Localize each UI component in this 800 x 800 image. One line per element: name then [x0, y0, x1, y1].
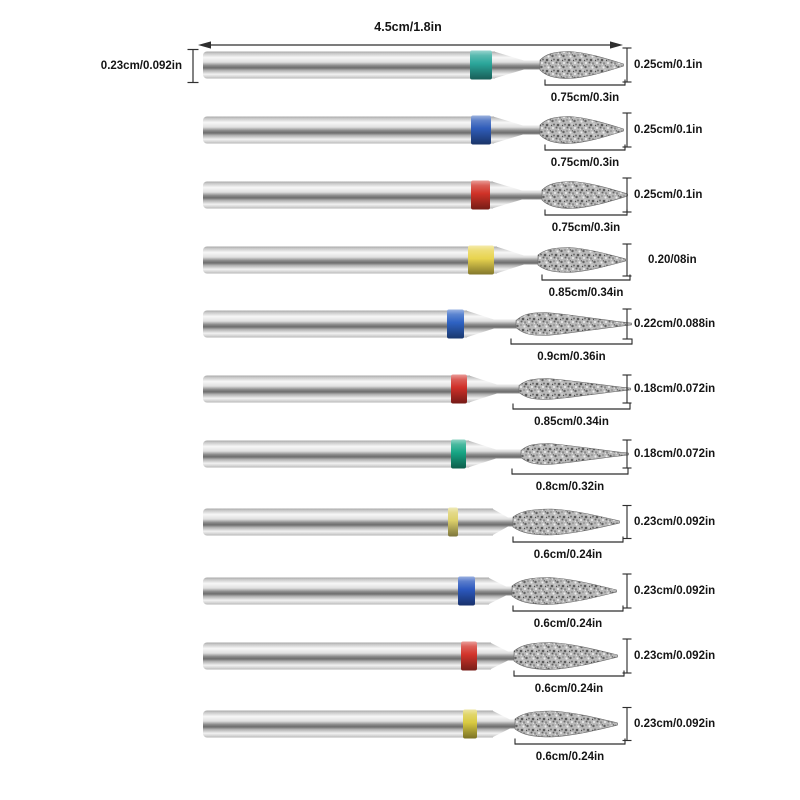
head-diameter-label: 0.23cm/0.092in [634, 516, 716, 528]
total-length-label: 4.5cm/1.8in [374, 20, 442, 34]
drill-bit-illustration [203, 243, 632, 281]
drill-bit-illustration [203, 573, 632, 612]
diamond-head [514, 710, 618, 738]
grit-color-ring-yellow [463, 709, 477, 739]
head-diameter-label: 0.20/08in [648, 254, 697, 266]
grit-color-ring-blue [447, 309, 464, 339]
head-diameter-label: 0.18cm/0.072in [634, 383, 716, 395]
head-length-label: 0.85cm/0.34in [534, 416, 609, 428]
head-diameter-label: 0.25cm/0.1in [634, 59, 703, 71]
diamond-head [513, 642, 618, 670]
head-length-label: 0.6cm/0.24in [533, 618, 603, 630]
diamond-head [520, 443, 630, 465]
drill-bit-illustration [203, 308, 633, 345]
diamond-head [541, 181, 628, 209]
total-length-arrow [198, 41, 623, 49]
head-diameter-label: 0.23cm/0.092in [634, 718, 716, 730]
head-diameter-label: 0.25cm/0.1in [634, 189, 703, 201]
grit-color-ring-red [471, 180, 490, 210]
drill-bit-illustration [203, 177, 632, 216]
head-length-label: 0.85cm/0.34in [548, 287, 624, 299]
drill-bit-illustration [203, 638, 632, 677]
head-diameter-label: 0.18cm/0.072in [634, 448, 716, 460]
drill-bit-illustration [203, 47, 632, 86]
grit-color-ring-red [461, 641, 477, 671]
diamond-head [515, 312, 633, 336]
diamond-head [511, 577, 617, 605]
head-length-label: 0.75cm/0.3in [550, 157, 620, 169]
diamond-head [539, 116, 624, 144]
head-length-label: 0.9cm/0.36in [537, 351, 606, 363]
head-diameter-label: 0.25cm/0.1in [634, 124, 703, 136]
grit-color-ring-green [451, 439, 466, 469]
head-length-label: 0.6cm/0.24in [533, 549, 603, 561]
grit-color-ring-red [451, 374, 467, 404]
shank-diameter-bracket [187, 48, 199, 84]
head-length-label: 0.75cm/0.3in [551, 222, 621, 234]
head-diameter-label: 0.22cm/0.088in [634, 318, 716, 330]
grit-color-ring-teal [470, 50, 492, 80]
drill-bit-illustration [203, 504, 632, 543]
diamond-head [539, 51, 624, 79]
grit-color-ring-yellow [448, 507, 458, 537]
grit-color-ring-blue [458, 576, 475, 606]
grit-color-ring-blue [471, 115, 491, 145]
head-length-label: 0.6cm/0.24in [535, 751, 605, 763]
head-length-label: 0.75cm/0.3in [550, 92, 620, 104]
head-diameter-label: 0.23cm/0.092in [634, 650, 716, 662]
drill-bit-illustration [203, 706, 632, 745]
drill-bit-illustration [203, 374, 632, 410]
shank-diameter-label: 0.23cm/0.092in [100, 60, 182, 72]
head-length-label: 0.6cm/0.24in [534, 683, 604, 695]
grit-color-ring-yellow [468, 245, 494, 275]
drill-bit-illustration [203, 439, 632, 475]
diamond-head [512, 508, 620, 536]
head-diameter-label: 0.23cm/0.092in [634, 585, 716, 597]
diamond-head [537, 247, 626, 273]
head-length-label: 0.8cm/0.32in [535, 481, 605, 493]
diamond-head [518, 378, 632, 400]
drill-bit-illustration [203, 112, 632, 151]
